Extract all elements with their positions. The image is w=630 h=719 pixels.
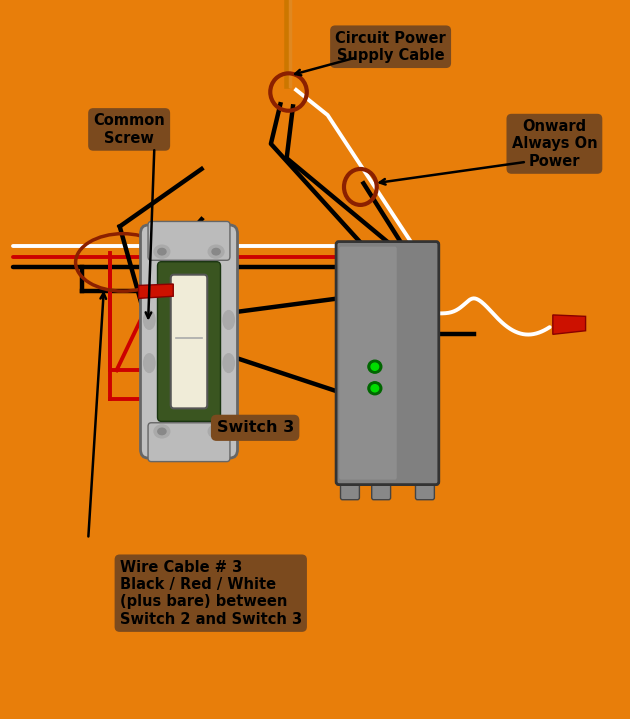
Ellipse shape bbox=[212, 428, 220, 434]
FancyBboxPatch shape bbox=[148, 423, 230, 462]
Polygon shape bbox=[139, 284, 173, 298]
FancyBboxPatch shape bbox=[416, 477, 435, 500]
FancyBboxPatch shape bbox=[372, 477, 391, 500]
Ellipse shape bbox=[144, 354, 155, 372]
FancyBboxPatch shape bbox=[171, 275, 207, 408]
Ellipse shape bbox=[154, 425, 170, 438]
Ellipse shape bbox=[371, 363, 379, 370]
Text: Circuit Power
Supply Cable: Circuit Power Supply Cable bbox=[335, 30, 446, 63]
Ellipse shape bbox=[223, 311, 234, 329]
Ellipse shape bbox=[144, 311, 155, 329]
FancyBboxPatch shape bbox=[340, 477, 359, 500]
Text: Common
Screw: Common Screw bbox=[93, 113, 165, 146]
Ellipse shape bbox=[208, 425, 224, 438]
Ellipse shape bbox=[158, 428, 166, 434]
FancyBboxPatch shape bbox=[148, 221, 230, 260]
Ellipse shape bbox=[158, 249, 166, 255]
Ellipse shape bbox=[368, 382, 382, 395]
Text: Switch 3: Switch 3 bbox=[217, 421, 294, 435]
Ellipse shape bbox=[223, 354, 234, 372]
FancyBboxPatch shape bbox=[140, 225, 238, 458]
Text: Onward
Always On
Power: Onward Always On Power bbox=[512, 119, 597, 169]
FancyBboxPatch shape bbox=[339, 247, 397, 480]
Polygon shape bbox=[553, 315, 586, 334]
FancyBboxPatch shape bbox=[336, 242, 438, 485]
Ellipse shape bbox=[212, 249, 220, 255]
Ellipse shape bbox=[368, 360, 382, 373]
Ellipse shape bbox=[208, 245, 224, 258]
Ellipse shape bbox=[371, 385, 379, 392]
Text: Wire Cable # 3
Black / Red / White
(plus bare) between
Switch 2 and Switch 3: Wire Cable # 3 Black / Red / White (plus… bbox=[120, 559, 302, 627]
FancyBboxPatch shape bbox=[158, 262, 220, 421]
Ellipse shape bbox=[154, 245, 170, 258]
